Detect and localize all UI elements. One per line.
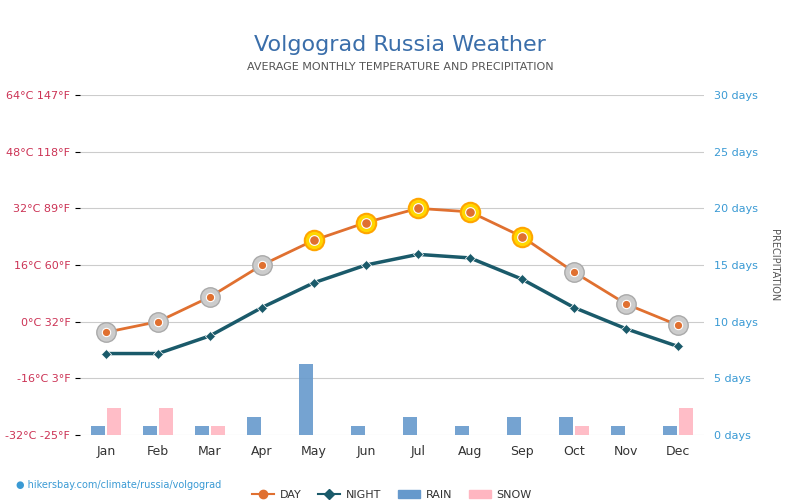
Bar: [403, 418, 418, 435]
Bar: [143, 426, 158, 435]
Bar: [158, 408, 173, 435]
Bar: [611, 426, 626, 435]
Bar: [559, 418, 574, 435]
Legend: DAY, NIGHT, RAIN, SNOW: DAY, NIGHT, RAIN, SNOW: [247, 486, 537, 500]
Bar: [455, 426, 470, 435]
Bar: [195, 426, 210, 435]
Bar: [106, 408, 121, 435]
Text: ● hikersbay.com/climate/russia/volgograd: ● hikersbay.com/climate/russia/volgograd: [16, 480, 222, 490]
Text: AVERAGE MONTHLY TEMPERATURE AND PRECIPITATION: AVERAGE MONTHLY TEMPERATURE AND PRECIPIT…: [246, 62, 554, 72]
Bar: [299, 364, 314, 435]
Bar: [678, 408, 693, 435]
Bar: [351, 426, 366, 435]
Bar: [574, 426, 589, 435]
Bar: [507, 418, 522, 435]
Bar: [247, 418, 262, 435]
Bar: [210, 426, 225, 435]
Text: Volgograd Russia Weather: Volgograd Russia Weather: [254, 35, 546, 55]
Bar: [663, 426, 678, 435]
Y-axis label: PRECIPITATION: PRECIPITATION: [769, 229, 779, 301]
Bar: [91, 426, 106, 435]
